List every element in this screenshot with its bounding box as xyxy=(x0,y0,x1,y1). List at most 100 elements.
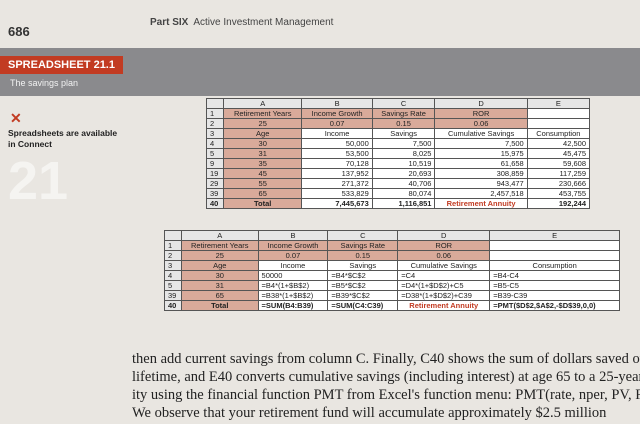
cell: Age xyxy=(181,260,259,271)
row: 39 65 533,829 80,074 2,457,518 453,755 xyxy=(206,188,591,199)
row: 29 55 271,372 40,706 943,477 230,666 xyxy=(206,178,591,189)
row: 39 65 =B38*(1+$B$2) =B39*$C$2 =D38*(1+$D$2)+… xyxy=(164,290,620,301)
cell: 7,500 xyxy=(434,138,528,149)
cell: Savings xyxy=(327,260,399,271)
cell: Total xyxy=(222,198,303,209)
cell: Consumption xyxy=(526,128,591,139)
cell: Cumulative Savings xyxy=(397,260,491,271)
cell: Income Growth xyxy=(301,108,373,119)
row-number: 5 xyxy=(164,280,182,291)
page-number: 686 xyxy=(8,24,30,39)
cell: =B5*$C$2 xyxy=(327,280,399,291)
row-number: 5 xyxy=(206,148,224,159)
cell: 0.15 xyxy=(327,250,399,261)
corner xyxy=(164,230,182,241)
cell: =C4 xyxy=(397,270,491,281)
row: 4 30 50,000 7,500 7,500 42,500 xyxy=(206,138,591,149)
cell: 50,000 xyxy=(301,138,373,149)
cell: 137,952 xyxy=(301,168,373,179)
column-letter: A xyxy=(222,98,303,109)
cell: 31 xyxy=(222,148,303,159)
cell xyxy=(489,240,620,251)
cell: =B4-C4 xyxy=(489,270,620,281)
body-text: then add current savings from column C. … xyxy=(132,350,640,422)
cell: 10,519 xyxy=(371,158,436,169)
cell: 55 xyxy=(222,178,303,189)
cell: Consumption xyxy=(489,260,620,271)
row: 9 35 70,128 10,519 61,658 59,608 xyxy=(206,158,591,169)
row: 40 Total =SUM(B4:B39) =SUM(C4:C39) Retiremen… xyxy=(164,300,620,311)
cell: 453,755 xyxy=(526,188,591,199)
row-number: 39 xyxy=(206,188,224,199)
row-number: 9 xyxy=(206,158,224,169)
cell: =SUM(B4:B39) xyxy=(257,300,329,311)
column-letter: C xyxy=(327,230,399,241)
cell: =B38*(1+$B$2) xyxy=(257,290,329,301)
column-letter: A xyxy=(181,230,259,241)
row: 3 Age Income Savings Cumulative Savings Consu… xyxy=(164,260,620,271)
row-number: 1 xyxy=(164,240,182,251)
cell: 0.15 xyxy=(371,118,436,129)
cell: Income xyxy=(301,128,373,139)
cell: 59,608 xyxy=(526,158,591,169)
column-letter: E xyxy=(489,230,620,241)
cell: 65 xyxy=(181,290,259,301)
cell: 0.07 xyxy=(257,250,329,261)
banner-label: SPREADSHEET 21.1 xyxy=(0,56,123,74)
row: 5 31 53,500 8,025 15,975 45,475 xyxy=(206,148,591,159)
text-line: We observe that your retirement fund wil… xyxy=(132,405,607,421)
column-letter: D xyxy=(434,98,528,109)
running-head: Part SIX Active Investment Management xyxy=(150,17,333,28)
cell: 192,244 xyxy=(526,198,591,209)
row: 40 Total 7,445,673 1,116,851 Retirement Annu… xyxy=(206,198,591,209)
cell: 65 xyxy=(222,188,303,199)
cell: Savings Rate xyxy=(327,240,399,251)
row: 4 30 50000 =B4*$C$2 =C4 =B4-C4 xyxy=(164,270,620,281)
row-number: 3 xyxy=(206,128,224,139)
column-letter: B xyxy=(257,230,329,241)
row-number: 40 xyxy=(164,300,182,311)
cell: ROR xyxy=(434,108,528,119)
row-number: 1 xyxy=(206,108,224,119)
column-letter: E xyxy=(526,98,591,109)
cell: 61,658 xyxy=(434,158,528,169)
cell: 1,116,851 xyxy=(371,198,436,209)
cell: 30 xyxy=(181,270,259,281)
cell: =D4*(1+$D$2)+C5 xyxy=(397,280,491,291)
cell: 0.06 xyxy=(397,250,491,261)
part: Part SIX xyxy=(150,17,189,28)
cell: =D38*(1+$D$2)+C39 xyxy=(397,290,491,301)
cell: 25 xyxy=(181,250,259,261)
cell: Total xyxy=(181,300,259,311)
column-letter: D xyxy=(397,230,491,241)
row-number: 40 xyxy=(206,198,224,209)
row-number: 2 xyxy=(164,250,182,261)
cell: Savings Rate xyxy=(371,108,436,119)
cell: 308,859 xyxy=(434,168,528,179)
cell: 53,500 xyxy=(301,148,373,159)
cell: 70,128 xyxy=(301,158,373,169)
cell: Cumulative Savings xyxy=(434,128,528,139)
sidebar-note: Spreadsheets are available in Connect xyxy=(8,128,118,149)
cell: 8,025 xyxy=(371,148,436,159)
cell: 50000 xyxy=(257,270,329,281)
cell: 117,259 xyxy=(526,168,591,179)
row-number: 2 xyxy=(206,118,224,129)
cell: 7,445,673 xyxy=(301,198,373,209)
cell: Savings xyxy=(371,128,436,139)
cell: 7,500 xyxy=(371,138,436,149)
text-line: then add current savings from column C. … xyxy=(132,351,640,367)
cell xyxy=(526,118,591,129)
cell: 40,706 xyxy=(371,178,436,189)
cell: 30 xyxy=(222,138,303,149)
row: 1 Retirement Years Income Growth Savings Ra… xyxy=(206,108,591,119)
cell: =SUM(C4:C39) xyxy=(327,300,399,311)
cell: Age xyxy=(222,128,303,139)
cell: 230,666 xyxy=(526,178,591,189)
icon: ✕ xyxy=(10,110,22,126)
row: 2 25 0.07 0.15 0.06 xyxy=(164,250,620,261)
spreadsheet: A B C D E 1 Retirement Years Income Growth Savin… xyxy=(164,230,620,311)
cell: 20,693 xyxy=(371,168,436,179)
